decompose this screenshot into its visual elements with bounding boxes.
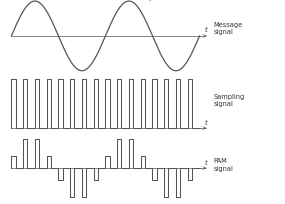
Text: PAM
signal: PAM signal (214, 157, 234, 171)
Text: t: t (205, 27, 207, 33)
Text: t: t (205, 159, 207, 165)
Text: Sampling
signal: Sampling signal (214, 93, 245, 107)
Text: Message
signal: Message signal (214, 22, 243, 35)
Text: t: t (205, 120, 207, 125)
